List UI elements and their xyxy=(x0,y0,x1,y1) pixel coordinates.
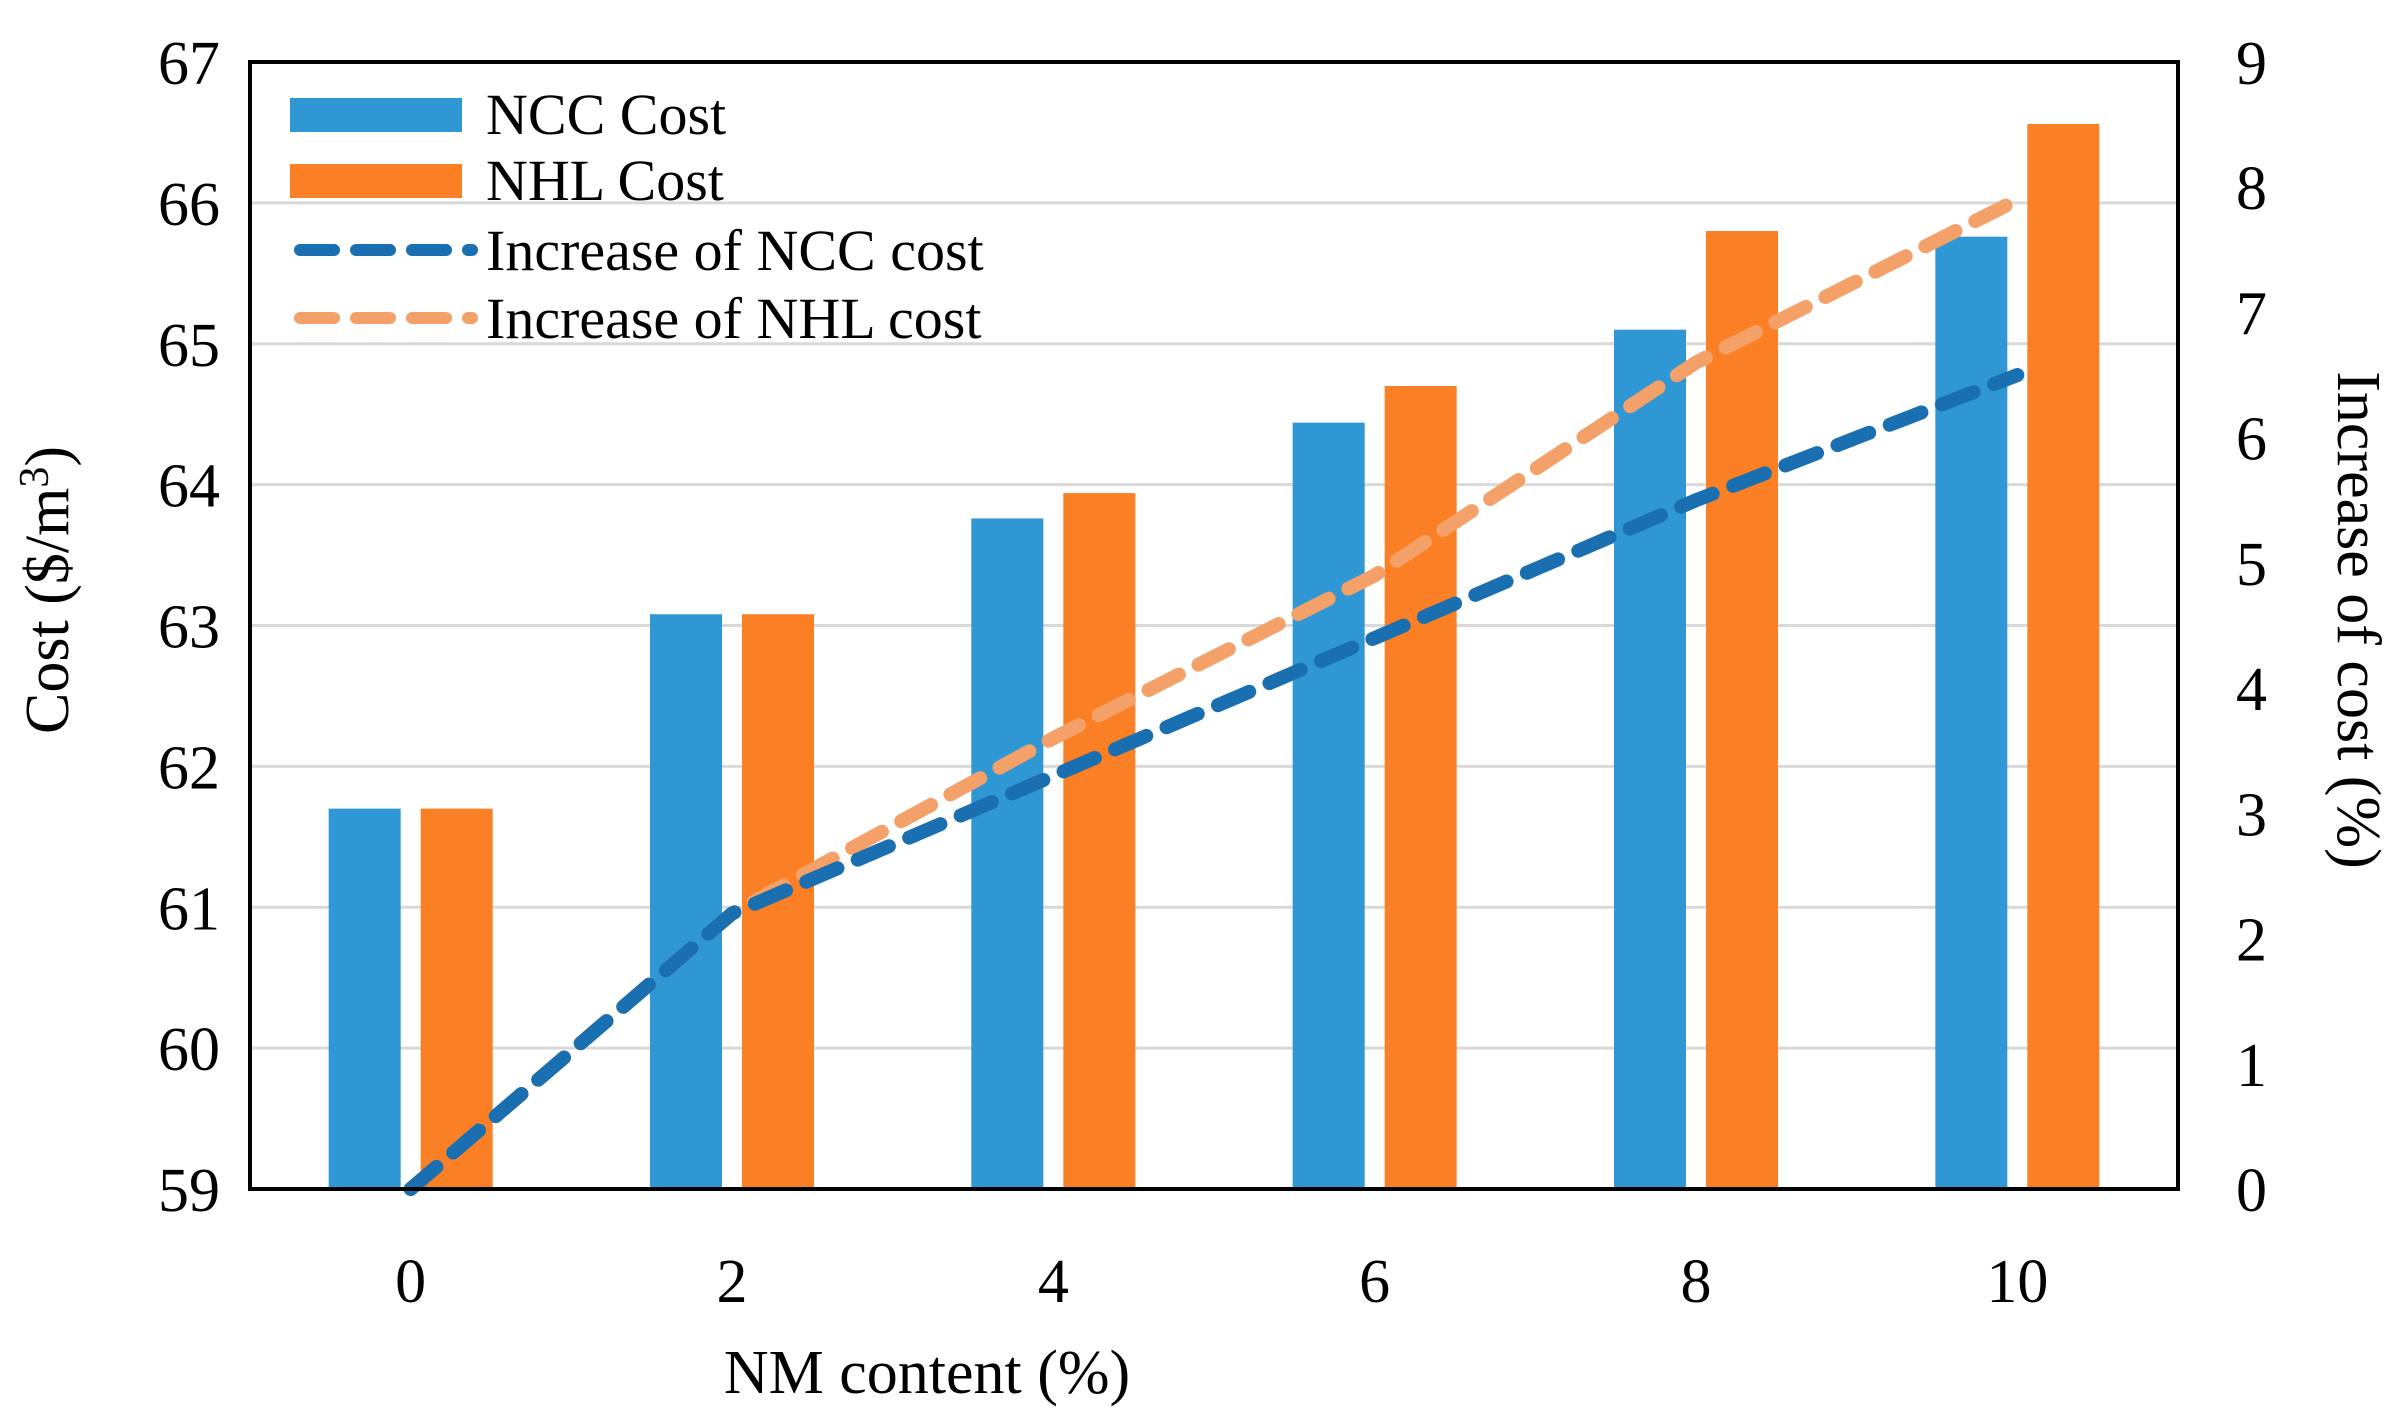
y-tick-label: 63 xyxy=(158,594,220,662)
y-tick-label: 64 xyxy=(158,453,220,521)
y-tick-label: 66 xyxy=(158,171,220,239)
gridlines xyxy=(250,201,2178,1050)
x-tick-label: 0 xyxy=(395,1248,426,1316)
bar-ncc-cost xyxy=(650,614,722,1189)
y-tick-label: 65 xyxy=(158,312,220,380)
y2-tick-label: 1 xyxy=(2236,1032,2267,1100)
bars xyxy=(328,123,2100,1190)
y-tick-label: 67 xyxy=(158,30,220,98)
bar-ncc-cost xyxy=(1614,329,1686,1190)
y-axis-title-main: Cost ($/m xyxy=(14,488,82,734)
y-axis-title-superscript: 3 xyxy=(12,467,58,488)
x-tick-label: 6 xyxy=(1359,1248,1390,1316)
legend-label-ncc-cost: NCC Cost xyxy=(486,82,726,147)
y2-axis-ticks: 0 1 2 3 4 5 6 7 8 9 xyxy=(2236,30,2267,1225)
line-increase-of-ncc-cost xyxy=(403,368,2025,1196)
bar-nhl-cost xyxy=(1384,386,1457,1189)
y2-tick-label: 0 xyxy=(2236,1157,2267,1225)
legend-swatch-nhl-cost xyxy=(290,164,462,198)
y-tick-label: 60 xyxy=(158,1016,220,1084)
x-axis-title: NM content (%) xyxy=(724,1339,1130,1407)
trend-lines xyxy=(403,192,2025,1196)
y2-tick-label: 6 xyxy=(2236,406,2267,474)
x-axis-ticks: 0 2 4 6 8 10 xyxy=(395,1248,2048,1316)
bar-nhl-cost xyxy=(1706,231,1778,1190)
legend-swatch-ncc-cost xyxy=(290,98,462,132)
bar-nhl-cost xyxy=(2027,123,2100,1190)
legend-label-increase-of-nhl-cost: Increase of NHL cost xyxy=(486,286,981,351)
legend-label-increase-of-ncc-cost: Increase of NCC cost xyxy=(486,218,984,283)
y-axis-title-close: ) xyxy=(14,446,82,467)
x-tick-label: 8 xyxy=(1681,1248,1712,1316)
bar-ncc-cost xyxy=(1292,422,1365,1189)
y-tick-label: 62 xyxy=(158,734,220,802)
y-tick-label: 61 xyxy=(158,875,220,943)
y2-tick-label: 9 xyxy=(2236,30,2267,98)
bar-nhl-cost xyxy=(1063,493,1136,1189)
y-tick-label: 59 xyxy=(158,1157,220,1225)
y2-tick-label: 2 xyxy=(2236,907,2267,975)
x-tick-label: 10 xyxy=(1986,1248,2048,1316)
bar-ncc-cost xyxy=(328,808,401,1189)
y2-tick-label: 7 xyxy=(2236,280,2267,348)
bar-ncc-cost xyxy=(971,518,1044,1189)
y2-tick-label: 5 xyxy=(2236,531,2267,599)
y2-tick-label: 8 xyxy=(2236,155,2267,223)
legend-label-nhl-cost: NHL Cost xyxy=(486,148,724,213)
x-tick-label: 2 xyxy=(717,1248,748,1316)
y2-tick-label: 4 xyxy=(2236,656,2267,724)
y2-axis-title: Increase of cost (%) xyxy=(2324,371,2386,868)
x-tick-label: 4 xyxy=(1038,1248,1069,1316)
y-axis-title: Cost ($/m3) xyxy=(12,446,82,734)
plot-area-frame xyxy=(248,60,2180,1191)
y2-tick-label: 3 xyxy=(2236,781,2267,849)
y-axis-ticks: 59 60 61 62 63 64 65 66 67 xyxy=(158,30,220,1225)
